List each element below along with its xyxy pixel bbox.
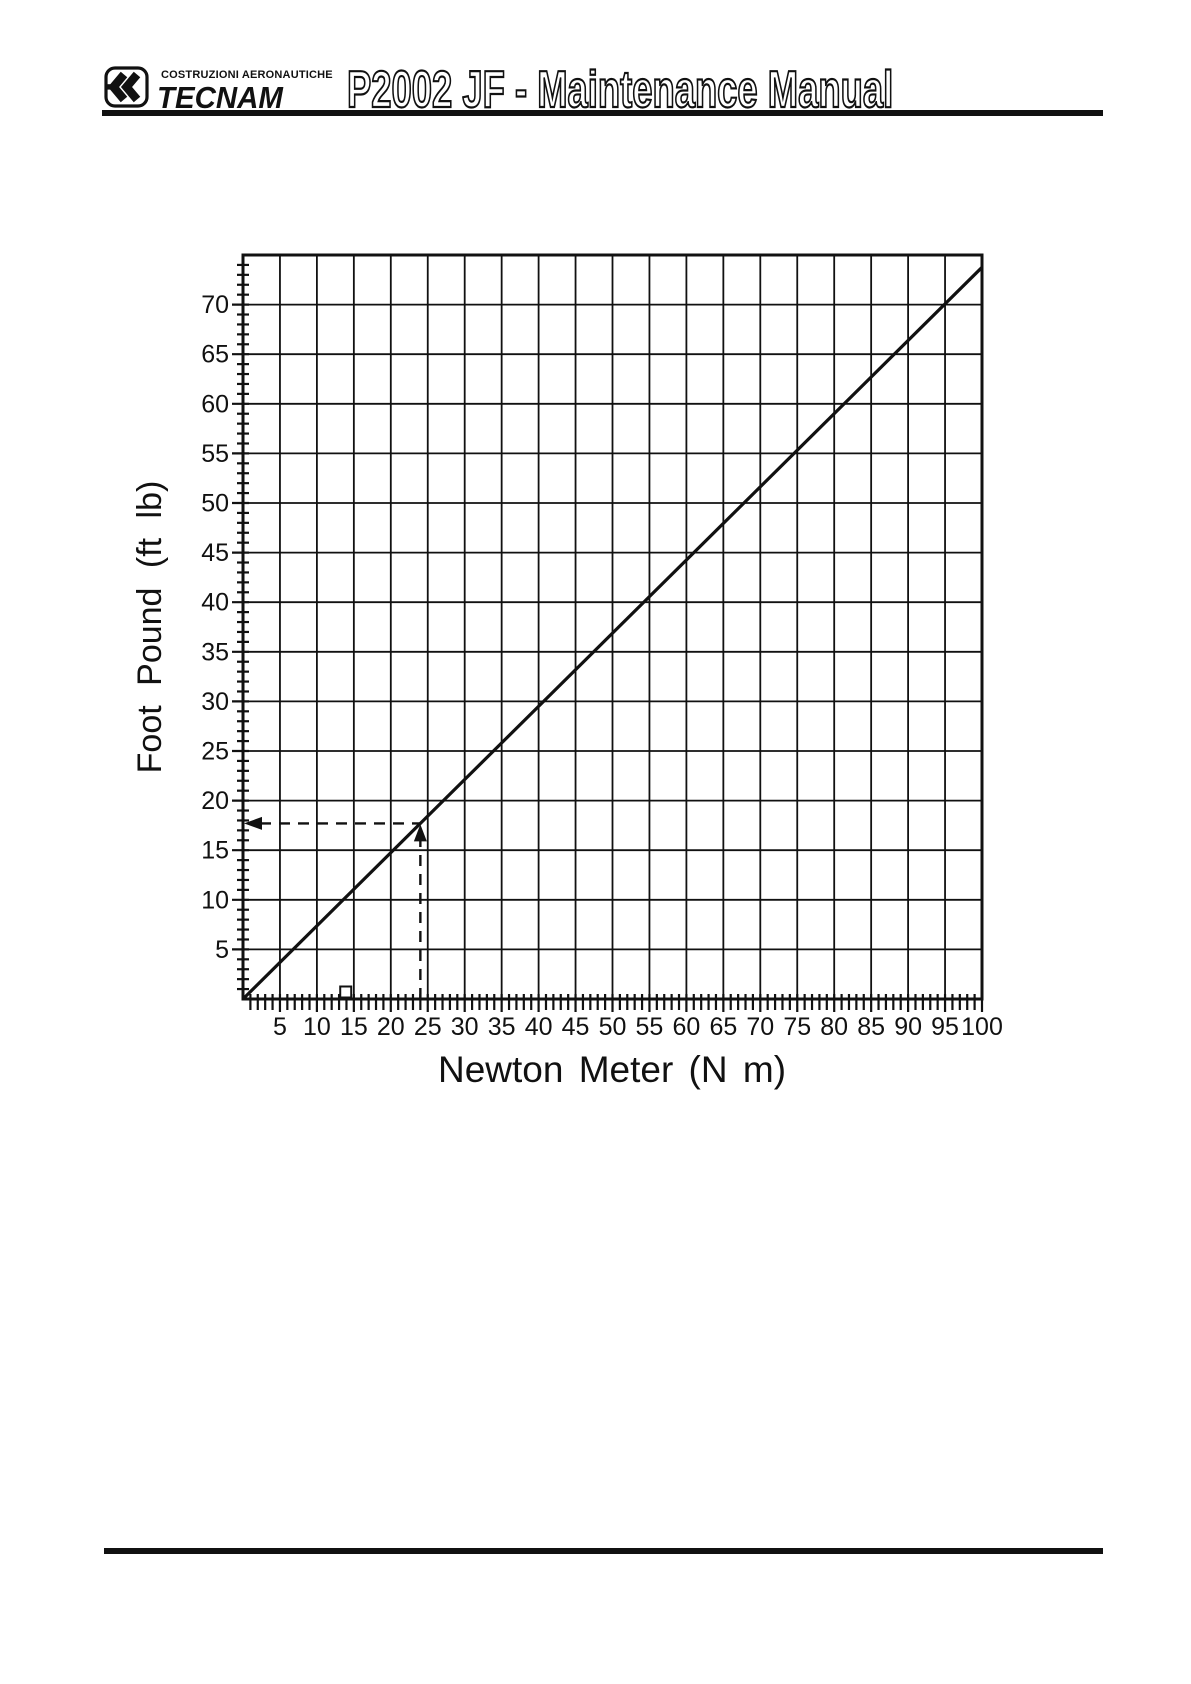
footer-rule bbox=[104, 1548, 1103, 1554]
y-tick-label: 15 bbox=[201, 837, 229, 865]
x-tick-label: 30 bbox=[451, 1013, 479, 1041]
y-tick-label: 25 bbox=[201, 738, 229, 766]
x-tick-label: 70 bbox=[746, 1013, 774, 1041]
y-tick-label: 5 bbox=[215, 936, 229, 964]
y-tick-label: 30 bbox=[201, 688, 229, 716]
y-tick-label: 20 bbox=[201, 787, 229, 815]
y-tick-label: 35 bbox=[201, 638, 229, 666]
x-tick-label: 85 bbox=[857, 1013, 885, 1041]
x-tick-label: 100 bbox=[961, 1013, 1003, 1041]
x-tick-label: 20 bbox=[377, 1013, 405, 1041]
x-tick-label: 75 bbox=[783, 1013, 811, 1041]
y-tick-label: 55 bbox=[201, 440, 229, 468]
brand-name: TECNAM bbox=[157, 80, 283, 115]
conversion-line bbox=[241, 266, 984, 1001]
scan-artifact-square bbox=[339, 985, 353, 999]
y-tick-label: 60 bbox=[201, 390, 229, 418]
brand-tagline: COSTRUZIONI AERONAUTICHE bbox=[161, 69, 333, 81]
x-tick-label: 50 bbox=[599, 1013, 627, 1041]
y-tick-label: 50 bbox=[201, 490, 229, 518]
conversion-chart-area: 5 10 15 20 25 30 35 40 45 50 55 60 65 70 75 80 85 90 95 100… bbox=[120, 215, 1020, 1115]
x-tick-label: 80 bbox=[820, 1013, 848, 1041]
y-tick-label: 70 bbox=[201, 291, 229, 319]
x-tick-label: 5 bbox=[273, 1013, 287, 1041]
y-tick-label: 65 bbox=[201, 341, 229, 369]
x-tick-label: 15 bbox=[340, 1013, 368, 1041]
x-tick-label: 90 bbox=[894, 1013, 922, 1041]
y-axis-title: Foot Pound (ft lb) bbox=[131, 481, 169, 774]
x-tick-label: 45 bbox=[562, 1013, 590, 1041]
torque-conversion-chart: 5 10 15 20 25 30 35 40 45 50 55 60 65 70 75 80 85 90 95 100… bbox=[131, 253, 1003, 1090]
x-tick-label: 40 bbox=[525, 1013, 553, 1041]
x-axis-title: Newton Meter (N m) bbox=[438, 1049, 786, 1090]
x-tick-label: 95 bbox=[931, 1013, 959, 1041]
x-tick-label: 55 bbox=[636, 1013, 664, 1041]
x-tick-label: 60 bbox=[672, 1013, 700, 1041]
x-tick-label: 65 bbox=[709, 1013, 737, 1041]
y-tick-label: 40 bbox=[201, 589, 229, 617]
y-tick-label: 10 bbox=[201, 886, 229, 914]
tecnam-logo-icon bbox=[104, 66, 149, 108]
up-arrow-icon bbox=[413, 824, 427, 842]
x-tick-label: 10 bbox=[303, 1013, 331, 1041]
page-title: P2002 JF - Maintenance Manual bbox=[346, 61, 894, 119]
y-tick-label: 45 bbox=[201, 539, 229, 567]
x-tick-label: 35 bbox=[488, 1013, 516, 1041]
left-arrow-icon bbox=[244, 816, 262, 830]
header-rule bbox=[102, 110, 1103, 116]
x-tick-label: 25 bbox=[414, 1013, 442, 1041]
